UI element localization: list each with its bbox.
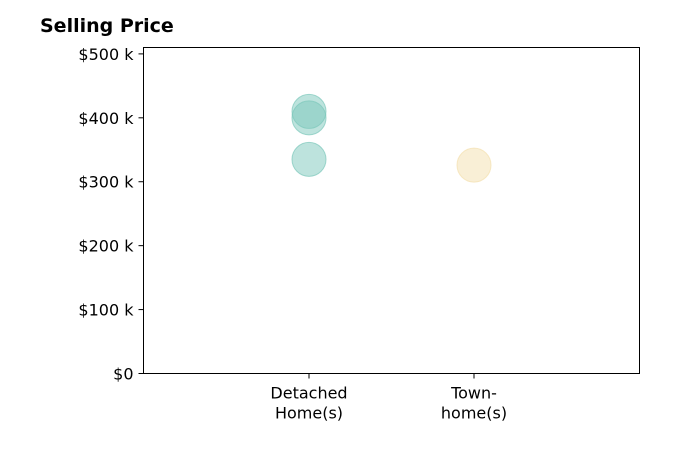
chart-title: Selling Price <box>40 15 174 37</box>
y-tick-label: $400 k <box>78 109 134 128</box>
y-tick-label: $500 k <box>78 45 134 64</box>
plot-frame <box>143 47 640 374</box>
data-point <box>456 147 492 183</box>
x-tick-label: home(s) <box>441 404 507 423</box>
y-axis: $0 $100 k $200 k $300 k $400 k $500 k <box>78 45 144 384</box>
data-point <box>291 100 327 136</box>
y-tick-label: $200 k <box>78 237 134 256</box>
y-tick-label: $100 k <box>78 301 134 320</box>
data-point <box>291 141 327 177</box>
y-tick-label: $0 <box>113 365 133 384</box>
x-tick-label: Town- <box>450 384 497 403</box>
plot-area <box>291 93 492 183</box>
y-tick-label: $300 k <box>78 173 134 192</box>
x-tick-label: Detached <box>270 384 347 403</box>
x-tick-label: Home(s) <box>275 404 343 423</box>
